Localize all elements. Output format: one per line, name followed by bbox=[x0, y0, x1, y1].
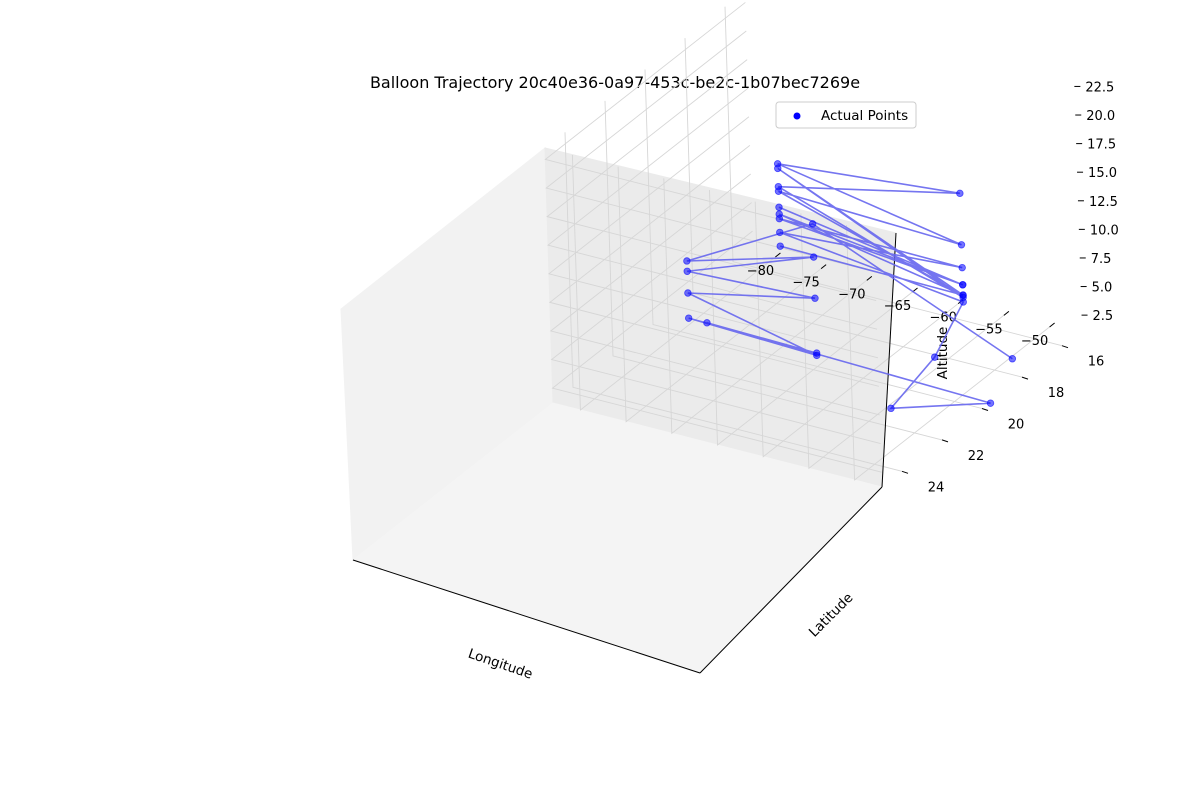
y-tick bbox=[981, 408, 989, 411]
y-tick bbox=[941, 439, 949, 443]
z-tick-label: 10.0 bbox=[1090, 223, 1119, 238]
x-tick-label: −70 bbox=[838, 287, 865, 302]
legend-marker bbox=[793, 112, 801, 120]
trajectory-point bbox=[809, 253, 818, 261]
legend-label: Actual Points bbox=[821, 108, 908, 124]
gridline bbox=[550, 202, 881, 444]
y-tick bbox=[901, 470, 909, 474]
trajectory-line bbox=[686, 163, 1013, 410]
trajectory-point bbox=[813, 349, 821, 357]
trajectory-point bbox=[774, 164, 782, 173]
longitude-axis-line bbox=[352, 559, 701, 674]
gridline bbox=[546, 59, 877, 302]
trajectory-point bbox=[811, 294, 819, 302]
trajectory-point bbox=[887, 404, 895, 413]
gridline bbox=[548, 145, 879, 387]
trajectory-series bbox=[683, 160, 1017, 413]
trajectory-point bbox=[776, 228, 784, 237]
trajectory-point bbox=[956, 189, 964, 198]
gridline bbox=[663, 178, 873, 435]
x-tick-label: −65 bbox=[884, 299, 911, 314]
gridline bbox=[617, 166, 827, 423]
trajectory-point bbox=[986, 399, 995, 407]
trajectory-point bbox=[957, 241, 966, 249]
x-tick bbox=[1049, 322, 1055, 328]
gridline bbox=[551, 230, 882, 473]
x-tick bbox=[775, 252, 781, 258]
trajectory-point bbox=[808, 220, 817, 228]
trajectory-point bbox=[684, 314, 693, 322]
z-tick-label: 12.5 bbox=[1089, 195, 1118, 210]
gridline bbox=[549, 173, 880, 416]
trajectory-point bbox=[775, 210, 783, 218]
trajectory-point bbox=[703, 319, 711, 327]
trajectory-point bbox=[930, 353, 939, 361]
z-tick-label: 7.5 bbox=[1091, 252, 1112, 267]
y-tick-label: 20 bbox=[1008, 418, 1025, 433]
gridline bbox=[644, 69, 983, 409]
gridline bbox=[604, 100, 943, 441]
legend: Actual Points bbox=[775, 101, 917, 129]
y-tick-label: 16 bbox=[1088, 355, 1105, 370]
legend-box bbox=[775, 101, 917, 129]
trajectory-point bbox=[684, 289, 692, 297]
y-tick bbox=[1021, 376, 1029, 380]
x-tick bbox=[866, 275, 873, 281]
grid-lines bbox=[544, 2, 1063, 481]
y-tick-label: 24 bbox=[928, 480, 945, 495]
tick-labels: −80 −75 −70 −65 −60 −55 −50 16 18 20 22 24 2.5 5.0 7.5… bbox=[747, 80, 1119, 495]
x-tick-label: −75 bbox=[792, 276, 819, 291]
y-tick bbox=[1061, 345, 1069, 349]
z-tick-label: 15.0 bbox=[1088, 166, 1117, 181]
trajectory-point bbox=[1008, 355, 1017, 363]
gridline bbox=[547, 87, 878, 330]
x-tick-label: −60 bbox=[929, 311, 956, 326]
gridline bbox=[709, 189, 918, 446]
gridline bbox=[564, 132, 903, 472]
x-tick-label: −50 bbox=[1021, 334, 1048, 349]
trajectory-point bbox=[775, 203, 783, 211]
trajectory-point bbox=[776, 242, 784, 250]
trajectory-point bbox=[959, 281, 967, 289]
x-tick bbox=[820, 264, 827, 270]
z-tick-label: 2.5 bbox=[1093, 309, 1114, 324]
gridline bbox=[846, 224, 1055, 481]
x-tick bbox=[1003, 310, 1010, 316]
trajectory-point bbox=[683, 257, 691, 265]
x-tick-label: −80 bbox=[747, 264, 774, 279]
x-tick-label: −55 bbox=[975, 322, 1002, 337]
altitude-axis-label: Altitude bbox=[935, 327, 951, 380]
gridline bbox=[545, 30, 876, 273]
trajectory-point bbox=[774, 182, 783, 191]
z-tick-label: 17.5 bbox=[1087, 138, 1116, 153]
y-tick-label: 22 bbox=[968, 449, 985, 464]
chart-title: Balloon Trajectory 20c40e36-0a97-453c-be… bbox=[370, 73, 860, 92]
z-tick-label: 20.0 bbox=[1086, 109, 1115, 124]
trajectory-point bbox=[683, 267, 691, 275]
latitude-axis-line bbox=[699, 486, 883, 674]
trajectory-point bbox=[958, 263, 966, 272]
gridline bbox=[544, 2, 875, 244]
z-tick-label: 5.0 bbox=[1092, 281, 1113, 296]
z-tick-label: 22.5 bbox=[1085, 80, 1114, 95]
trajectory-point bbox=[959, 291, 967, 299]
y-tick-label: 18 bbox=[1048, 386, 1065, 401]
gridline bbox=[547, 116, 879, 359]
